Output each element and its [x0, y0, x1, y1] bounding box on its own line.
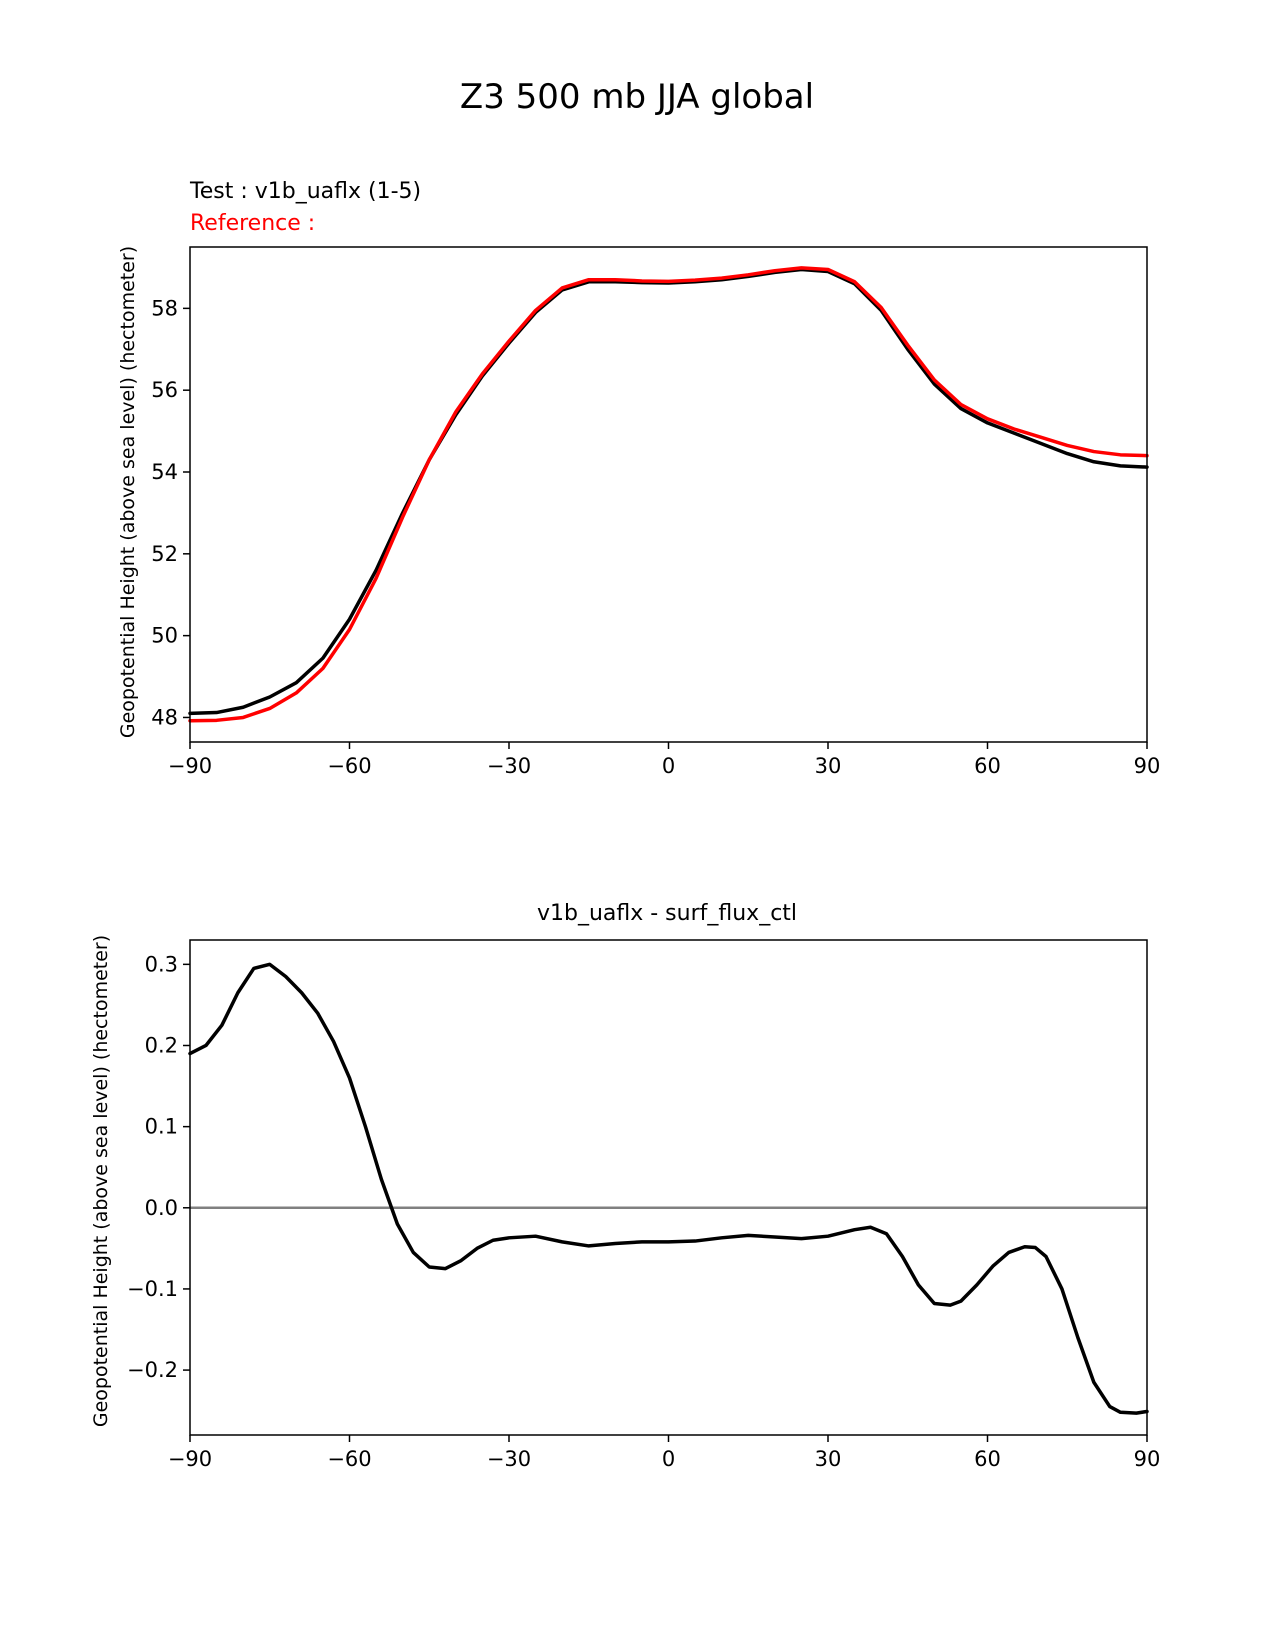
bottom-plot-area: −90 −60 −30 0 30 60 90 −0.2 −0.1 0.0 0.1 0.2 0.3 — [127, 939, 1161, 1471]
bottom-x-tick-label: 0 — [662, 1447, 675, 1471]
bottom-series-line-difference — [188, 962, 1149, 1415]
top-plot-area: −90 −60 −30 0 30 60 90 48 50 52 54 56 58 — [151, 246, 1161, 778]
top-x-tick-label: 60 — [974, 754, 1001, 778]
top-y-tick-label: 52 — [151, 542, 178, 566]
top-y-tick-label: 54 — [151, 460, 178, 484]
bottom-y-tick-label: 0.0 — [145, 1196, 178, 1220]
bottom-y-tick-label: 0.3 — [145, 952, 178, 976]
bottom-y-tick-label: −0.1 — [127, 1277, 178, 1301]
top-x-tick-label: 90 — [1134, 754, 1161, 778]
bottom-x-tick-label: −60 — [327, 1447, 371, 1471]
top-x-tick-label: 30 — [815, 754, 842, 778]
top-x-tick-label: −90 — [168, 754, 212, 778]
bottom-chart-title: v1b_uaflx - surf_flux_ctl — [537, 901, 797, 926]
top-y-tick-label: 56 — [151, 378, 178, 402]
bottom-x-tick-label: 90 — [1134, 1447, 1161, 1471]
top-x-tick-label: 0 — [662, 754, 675, 778]
bottom-x-tick-label: −90 — [168, 1447, 212, 1471]
bottom-y-axis-label: Geopotential Height (above sea level) (h… — [90, 935, 112, 1427]
bottom-y-tick-label: −0.2 — [127, 1358, 178, 1382]
top-test-label: Test : v1b_uaflx (1-5) — [189, 179, 421, 204]
top-reference-label: Reference : — [190, 211, 315, 236]
bottom-y-tick-label: 0.1 — [145, 1115, 178, 1139]
bottom-x-tick-label: 30 — [815, 1447, 842, 1471]
top-chart: Test : v1b_uaflx (1-5) Reference : −90 −6… — [117, 179, 1160, 778]
bottom-x-tick-label: 60 — [974, 1447, 1001, 1471]
top-x-tick-label: −60 — [327, 754, 371, 778]
top-y-tick-label: 48 — [151, 705, 178, 729]
top-x-tick-label: −30 — [487, 754, 531, 778]
top-series-line-reference — [188, 266, 1149, 723]
bottom-x-tick-label: −30 — [487, 1447, 531, 1471]
top-y-axis-label: Geopotential Height (above sea level) (h… — [117, 246, 139, 738]
bottom-y-tick-label: 0.2 — [145, 1033, 178, 1057]
top-y-tick-label: 50 — [151, 624, 178, 648]
bottom-chart: v1b_uaflx - surf_flux_ctl −90 −60 −30 0 30 60… — [90, 901, 1160, 1471]
top-y-tick-label: 58 — [151, 296, 178, 320]
figure-title: Z3 500 mb JJA global — [460, 77, 814, 117]
